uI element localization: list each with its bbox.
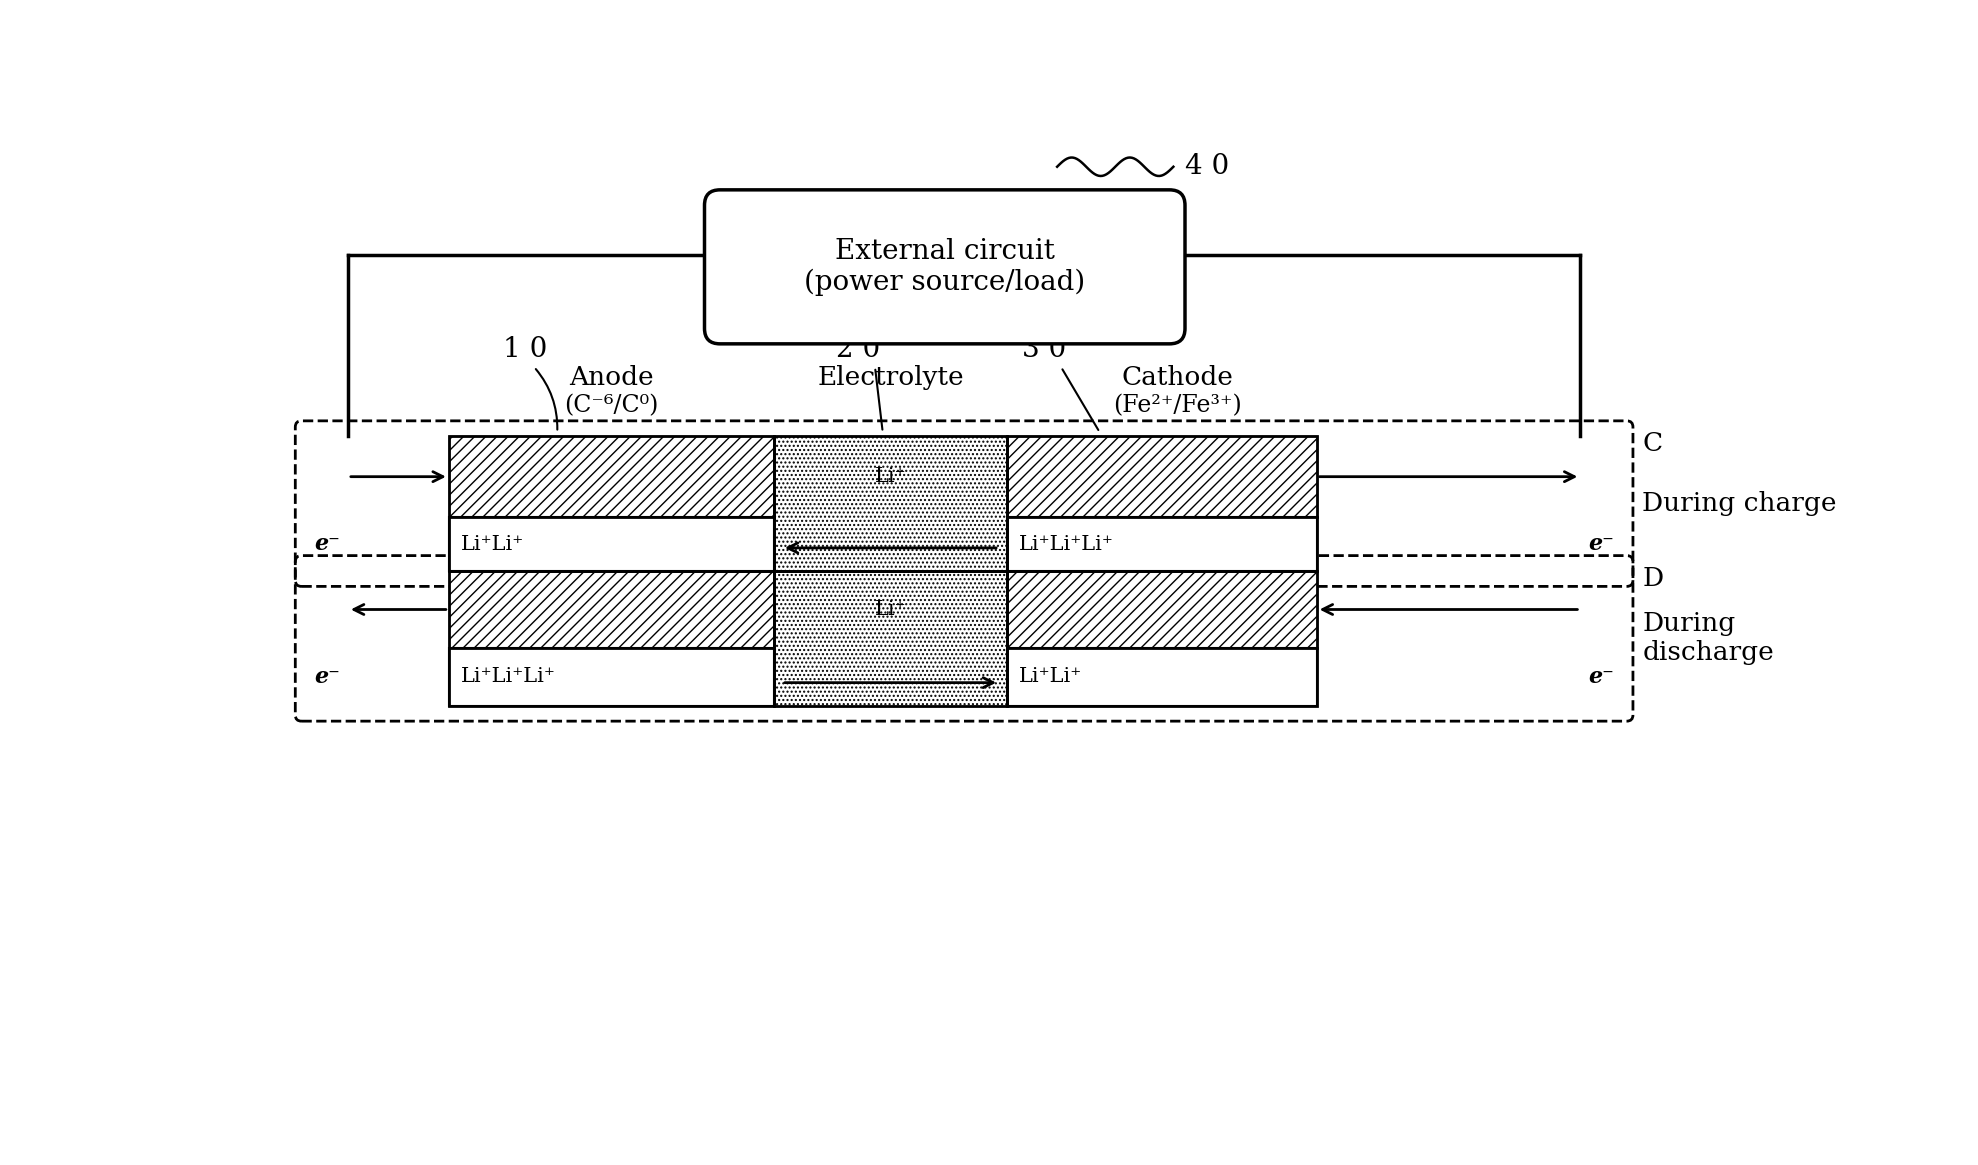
Text: Li⁺Li⁺: Li⁺Li⁺ <box>461 535 524 553</box>
Bar <box>773 571 1007 706</box>
Text: Li⁺Li⁺Li⁺: Li⁺Li⁺Li⁺ <box>461 668 556 686</box>
Bar <box>449 648 773 706</box>
Text: 4 0: 4 0 <box>1185 154 1228 181</box>
Text: (C⁻⁶/C⁰): (C⁻⁶/C⁰) <box>564 394 659 417</box>
Bar <box>449 436 773 571</box>
Text: During charge: During charge <box>1642 492 1838 516</box>
Text: 2 0: 2 0 <box>837 336 880 363</box>
Text: Li⁺: Li⁺ <box>874 600 906 619</box>
Bar <box>1007 436 1317 517</box>
Bar <box>449 436 773 517</box>
Text: e⁻: e⁻ <box>1588 534 1614 555</box>
Text: Li⁺Li⁺: Li⁺Li⁺ <box>1019 668 1082 686</box>
Text: (Fe²⁺/Fe³⁺): (Fe²⁺/Fe³⁺) <box>1114 394 1242 417</box>
Text: During
discharge: During discharge <box>1642 612 1774 665</box>
Bar <box>773 436 1007 571</box>
Bar <box>773 571 1007 706</box>
Text: e⁻: e⁻ <box>315 534 340 555</box>
Bar <box>449 571 773 648</box>
FancyBboxPatch shape <box>704 190 1185 344</box>
Text: Cathode: Cathode <box>1122 365 1232 390</box>
Bar <box>773 436 1007 571</box>
Bar <box>1007 517 1317 571</box>
Bar <box>449 517 773 571</box>
Text: C: C <box>1642 431 1662 456</box>
Text: Electrolyte: Electrolyte <box>817 365 963 390</box>
Text: Li⁺Li⁺Li⁺: Li⁺Li⁺Li⁺ <box>1019 535 1114 553</box>
Text: Anode: Anode <box>570 365 655 390</box>
Text: 3 0: 3 0 <box>1023 336 1066 363</box>
Text: External circuit
(power source/load): External circuit (power source/load) <box>805 238 1086 296</box>
Bar <box>449 571 773 706</box>
Text: D: D <box>1642 566 1663 591</box>
Text: e⁻: e⁻ <box>1588 666 1614 687</box>
Bar <box>1007 648 1317 706</box>
Text: e⁻: e⁻ <box>315 666 340 687</box>
Text: Li⁺: Li⁺ <box>874 467 906 486</box>
Bar <box>1007 571 1317 706</box>
Text: 1 0: 1 0 <box>502 336 548 363</box>
Bar <box>1007 571 1317 648</box>
Bar <box>1007 436 1317 571</box>
